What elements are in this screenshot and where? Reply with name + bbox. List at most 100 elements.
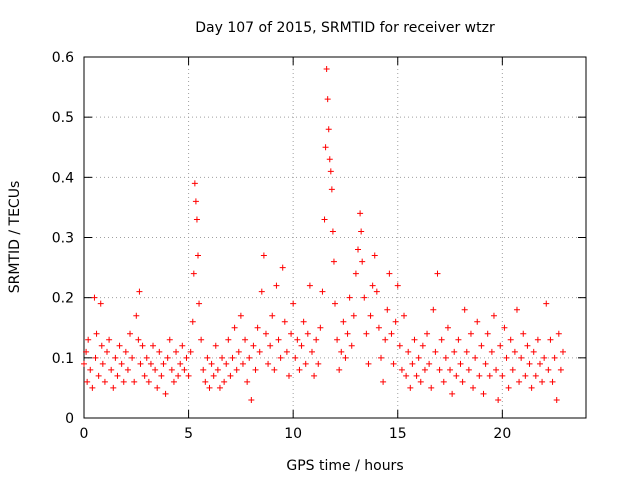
data-point — [120, 378, 127, 385]
data-point — [543, 300, 550, 307]
data-point — [92, 354, 99, 361]
data-point — [375, 324, 382, 331]
data-point — [409, 360, 416, 367]
data-point — [557, 366, 564, 373]
data-point — [281, 318, 288, 325]
data-point — [193, 216, 200, 223]
data-point — [300, 318, 307, 325]
data-point — [141, 372, 148, 379]
y-tick-label: 0.1 — [52, 351, 74, 367]
data-point — [325, 126, 332, 133]
data-point — [453, 372, 460, 379]
data-point — [206, 384, 213, 391]
data-point — [311, 372, 318, 379]
data-point — [308, 348, 315, 355]
data-point — [536, 360, 543, 367]
data-point — [415, 354, 422, 361]
data-point — [474, 318, 481, 325]
data-point — [419, 342, 426, 349]
data-point — [156, 348, 163, 355]
data-point — [275, 336, 282, 343]
data-point — [304, 330, 311, 337]
data-point — [482, 360, 489, 367]
x-tick-labels: 0 5 10 15 20 — [80, 426, 512, 442]
x-tick-label: 5 — [184, 426, 193, 442]
data-point — [444, 324, 451, 331]
data-point — [191, 180, 198, 187]
data-point — [522, 372, 529, 379]
data-point — [355, 246, 362, 253]
data-point — [380, 378, 387, 385]
data-point — [350, 312, 357, 319]
data-point — [346, 294, 353, 301]
data-point — [363, 330, 370, 337]
data-point — [472, 354, 479, 361]
data-point — [91, 294, 98, 301]
data-point — [513, 306, 520, 313]
data-point — [352, 270, 359, 277]
data-point — [262, 330, 269, 337]
data-point — [192, 198, 199, 205]
data-point — [447, 366, 454, 373]
y-tick-label: 0.3 — [52, 231, 74, 247]
data-point — [497, 342, 504, 349]
data-point — [511, 348, 518, 355]
data-point — [99, 360, 106, 367]
data-point — [254, 324, 261, 331]
data-point — [378, 354, 385, 361]
data-point — [269, 312, 276, 319]
data-point — [246, 354, 253, 361]
data-point — [388, 330, 395, 337]
data-point — [336, 366, 343, 373]
data-point — [323, 66, 330, 73]
data-point — [338, 348, 345, 355]
data-point — [187, 348, 194, 355]
data-point — [493, 366, 500, 373]
data-point — [283, 348, 290, 355]
data-point — [509, 366, 516, 373]
data-point — [250, 342, 257, 349]
data-point — [168, 366, 175, 373]
data-point — [110, 384, 117, 391]
data-point — [158, 372, 165, 379]
data-point — [359, 258, 366, 265]
x-tick-label: 10 — [284, 426, 302, 442]
data-point — [328, 186, 335, 193]
y-tick-label: 0 — [65, 411, 74, 427]
data-point — [242, 336, 249, 343]
data-point — [367, 312, 374, 319]
data-point — [116, 342, 123, 349]
data-point — [524, 342, 531, 349]
data-point — [342, 354, 349, 361]
data-point — [405, 348, 412, 355]
data-point — [296, 366, 303, 373]
data-point — [467, 330, 474, 337]
data-point — [428, 384, 435, 391]
data-point — [392, 318, 399, 325]
data-point — [539, 378, 546, 385]
data-point — [198, 336, 205, 343]
data-point — [124, 366, 131, 373]
data-point — [84, 378, 91, 385]
data-point — [488, 348, 495, 355]
data-point — [298, 342, 305, 349]
data-point — [403, 372, 410, 379]
data-point — [210, 372, 217, 379]
data-point — [152, 366, 159, 373]
data-point — [127, 330, 134, 337]
data-point — [507, 336, 514, 343]
data-point — [216, 384, 223, 391]
data-point — [166, 336, 173, 343]
data-point — [553, 396, 560, 403]
data-point — [501, 324, 508, 331]
chart-title: Day 107 of 2015, SRMTID for receiver wtz… — [195, 20, 495, 36]
data-point — [258, 288, 265, 295]
data-point — [330, 258, 337, 265]
data-point — [457, 360, 464, 367]
data-point — [81, 360, 87, 367]
data-point — [461, 306, 468, 313]
data-point — [221, 378, 228, 385]
data-point — [277, 354, 284, 361]
data-point — [154, 384, 161, 391]
data-point — [177, 360, 184, 367]
